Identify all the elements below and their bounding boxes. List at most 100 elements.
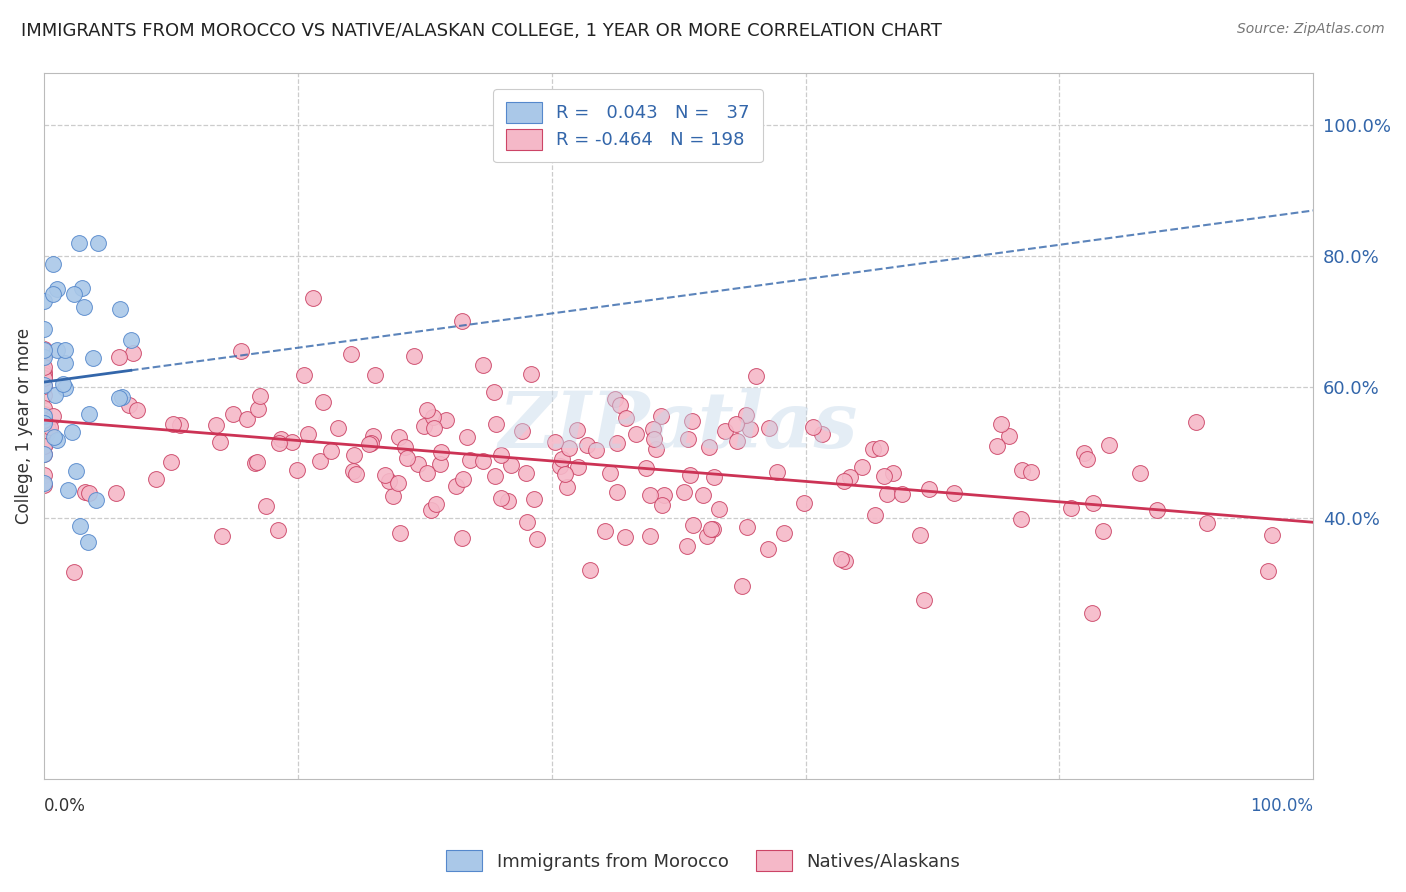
Point	[1060, 500, 1083, 515]
Point	[32, 447, 55, 461]
Point	[108, 351, 131, 365]
Point	[725, 434, 748, 448]
Point	[485, 417, 508, 432]
Point	[222, 407, 245, 421]
Point	[512, 424, 534, 438]
Point	[624, 427, 647, 442]
Point	[1083, 496, 1105, 510]
Point	[692, 488, 714, 502]
Point	[575, 438, 598, 452]
Point	[544, 435, 567, 450]
Point	[205, 418, 228, 433]
Point	[32, 364, 55, 378]
Point	[42, 257, 65, 271]
Point	[609, 398, 631, 412]
Point	[416, 403, 439, 417]
Point	[364, 368, 387, 383]
Point	[243, 457, 266, 471]
Point	[381, 489, 404, 503]
Point	[343, 448, 366, 462]
Point	[249, 389, 271, 403]
Point	[651, 498, 673, 512]
Point	[472, 358, 495, 372]
Point	[918, 483, 941, 497]
Point	[579, 563, 602, 577]
Point	[340, 347, 363, 361]
Point	[35, 425, 58, 440]
Point	[703, 470, 725, 484]
Point	[360, 436, 382, 450]
Point	[444, 479, 467, 493]
Point	[681, 413, 703, 427]
Point	[735, 408, 758, 422]
Point	[451, 313, 474, 327]
Point	[737, 520, 759, 534]
Text: Source: ZipAtlas.com: Source: ZipAtlas.com	[1237, 22, 1385, 37]
Point	[1073, 446, 1095, 460]
Point	[77, 407, 100, 421]
Point	[676, 432, 699, 446]
Point	[32, 439, 55, 453]
Point	[876, 487, 898, 501]
Point	[641, 422, 664, 436]
Point	[32, 478, 55, 492]
Point	[700, 522, 723, 536]
Point	[1010, 512, 1032, 526]
Point	[1098, 438, 1121, 452]
Point	[614, 410, 637, 425]
Point	[520, 368, 543, 382]
Point	[1076, 452, 1098, 467]
Point	[53, 343, 76, 357]
Point	[765, 465, 787, 479]
Point	[890, 486, 912, 500]
Point	[482, 384, 505, 399]
Point	[471, 454, 494, 468]
Point	[1261, 527, 1284, 541]
Point	[105, 486, 128, 500]
Point	[42, 287, 65, 301]
Point	[32, 447, 55, 461]
Point	[644, 442, 666, 457]
Point	[32, 475, 55, 490]
Point	[37, 422, 59, 436]
Point	[914, 593, 936, 607]
Point	[32, 424, 55, 438]
Point	[67, 236, 90, 251]
Point	[650, 409, 672, 424]
Point	[346, 467, 368, 482]
Point	[634, 460, 657, 475]
Point	[567, 424, 589, 438]
Point	[69, 519, 91, 533]
Point	[76, 534, 98, 549]
Point	[491, 448, 513, 462]
Point	[990, 417, 1012, 431]
Point	[32, 350, 55, 364]
Point	[107, 391, 129, 405]
Point	[394, 440, 416, 454]
Point	[236, 412, 259, 426]
Point	[32, 343, 55, 358]
Point	[515, 467, 537, 481]
Point	[1257, 565, 1279, 579]
Point	[863, 508, 886, 522]
Point	[456, 430, 478, 444]
Point	[606, 484, 628, 499]
Point	[638, 529, 661, 543]
Point	[32, 412, 55, 426]
Point	[696, 529, 718, 543]
Point	[450, 531, 472, 545]
Point	[46, 282, 69, 296]
Point	[643, 432, 665, 446]
Point	[63, 565, 86, 579]
Point	[1011, 463, 1033, 477]
Point	[267, 523, 290, 537]
Point	[63, 287, 86, 301]
Point	[725, 417, 748, 431]
Point	[32, 407, 55, 421]
Point	[361, 429, 384, 443]
Point	[395, 451, 418, 466]
Point	[834, 554, 856, 568]
Legend: Immigrants from Morocco, Natives/Alaskans: Immigrants from Morocco, Natives/Alaskan…	[439, 843, 967, 879]
Point	[246, 455, 269, 469]
Point	[882, 466, 904, 480]
